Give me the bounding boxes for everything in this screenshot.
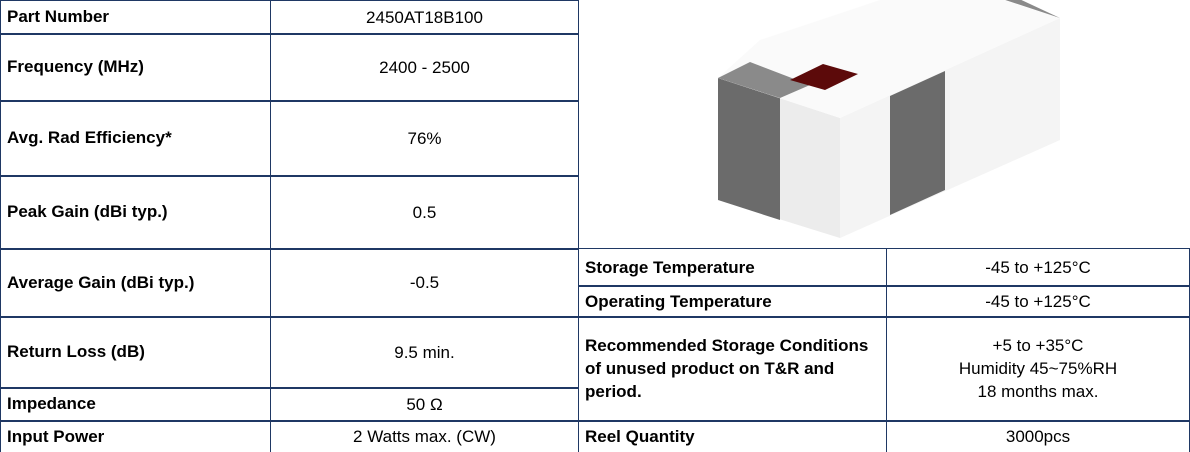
- spec-value: 2 Watts max. (CW): [270, 420, 579, 452]
- cell-text: Return Loss (dB): [7, 342, 145, 362]
- spec-value: 0.5: [270, 175, 579, 250]
- spec-label: Return Loss (dB): [0, 316, 271, 389]
- condition-value: -45 to +125°C: [886, 285, 1190, 318]
- cell-text: Average Gain (dBi typ.): [7, 273, 194, 293]
- cell-text: 9.5 min.: [394, 341, 454, 364]
- cell-text: Operating Temperature: [585, 290, 772, 313]
- spec-value: -0.5: [270, 248, 579, 318]
- cell-text: Reel Quantity: [585, 425, 695, 448]
- cell-text: Part Number: [7, 7, 109, 27]
- spec-label: Peak Gain (dBi typ.): [0, 175, 271, 250]
- cell-text: Peak Gain (dBi typ.): [7, 202, 168, 222]
- cell-text: -0.5: [410, 271, 439, 294]
- cell-text: Frequency (MHz): [7, 57, 144, 77]
- cell-text: -45 to +125°C: [985, 256, 1091, 279]
- condition-value: 3000pcs: [886, 420, 1190, 452]
- cell-text: 2400 - 2500: [379, 56, 470, 79]
- condition-value: -45 to +125°C: [886, 248, 1190, 287]
- cell-text: +5 to +35°C: [993, 334, 1084, 357]
- cell-text: 50 Ω: [406, 393, 442, 416]
- cell-text: 76%: [407, 127, 441, 150]
- cell-text: Humidity 45~75%RH: [959, 357, 1117, 380]
- spec-value: 2450AT18B100: [270, 0, 579, 35]
- spec-label: Average Gain (dBi typ.): [0, 248, 271, 318]
- cell-text: Storage Temperature: [585, 256, 755, 279]
- condition-label: Storage Temperature: [578, 248, 887, 287]
- cell-text: 2450AT18B100: [366, 6, 483, 29]
- cell-text: 18 months max.: [978, 380, 1099, 403]
- spec-label: Avg. Rad Efficiency*: [0, 100, 271, 177]
- cell-text: Impedance: [7, 394, 96, 414]
- condition-label: Recommended Storage Conditions of unused…: [578, 316, 887, 422]
- cell-text: 0.5: [413, 201, 437, 224]
- condition-label: Reel Quantity: [578, 420, 887, 452]
- cell-text: Input Power: [7, 427, 104, 447]
- cell-text: Recommended Storage Conditions of unused…: [585, 334, 886, 403]
- spec-value: 76%: [270, 100, 579, 177]
- spec-label: Part Number: [0, 0, 271, 35]
- cell-text: Avg. Rad Efficiency*: [7, 128, 172, 148]
- spec-value: 50 Ω: [270, 387, 579, 422]
- condition-label: Operating Temperature: [578, 285, 887, 318]
- spec-label: Input Power: [0, 420, 271, 452]
- spec-label: Frequency (MHz): [0, 33, 271, 102]
- cell-text: -45 to +125°C: [985, 290, 1091, 313]
- cell-text: 2 Watts max. (CW): [353, 425, 496, 448]
- spec-value: 2400 - 2500: [270, 33, 579, 102]
- spec-value: 9.5 min.: [270, 316, 579, 389]
- page: Part Number 2450AT18B100 Frequency (MHz) 24…: [0, 0, 1190, 452]
- spec-label: Impedance: [0, 387, 271, 422]
- cell-text: 3000pcs: [1006, 425, 1070, 448]
